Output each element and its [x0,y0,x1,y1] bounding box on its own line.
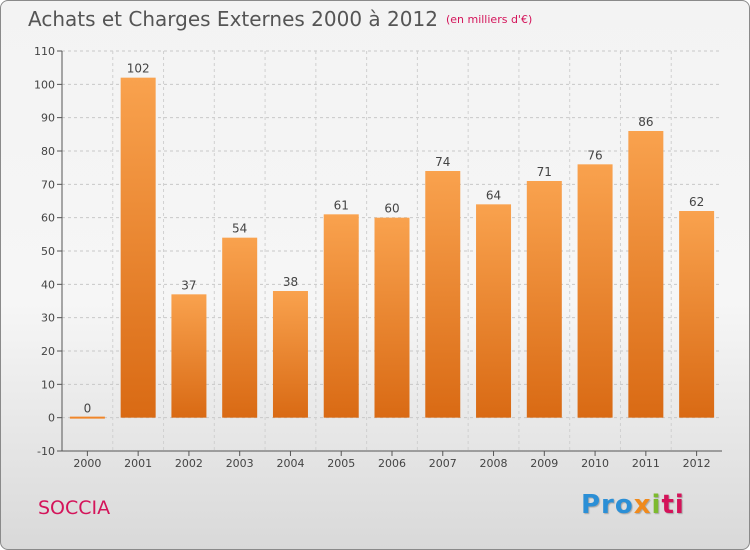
chart-title: Achats et Charges Externes 2000 à 2012 (e… [28,7,532,31]
bar-value-label: 37 [181,278,196,292]
bar [272,291,308,418]
bar-value-label: 62 [689,195,704,209]
chart-subtitle: (en milliers d'€) [445,13,533,26]
logo-part-3: i [651,490,662,520]
y-tick-label: 30 [41,312,55,325]
x-tick-label: 2006 [378,457,406,470]
logo-part-1: Pro [581,490,634,520]
y-tick-label: 60 [41,212,55,225]
bar-value-label: 64 [486,188,501,202]
y-tick-label: 40 [41,278,55,291]
bar-value-label: 76 [587,148,602,162]
axes [57,50,722,456]
bar-value-label: 0 [84,402,92,416]
title-text: Achats et Charges Externes 2000 à 2012 [28,7,438,31]
y-tick-label: 0 [48,412,55,425]
x-tick-label: 2002 [175,457,203,470]
y-tick-label: 70 [41,178,55,191]
location-label: SOCCIA [38,497,111,519]
bar [425,171,461,418]
bar-value-label: 60 [384,202,399,216]
bar-value-label: 54 [232,222,247,236]
x-tick-label: 2009 [530,457,558,470]
x-tick-label: 2001 [124,457,152,470]
bar [120,77,156,418]
x-tick-label: 2005 [327,457,355,470]
bar [374,217,410,418]
bar-value-label: 74 [435,155,450,169]
y-tick-label: 100 [34,78,55,91]
bar-value-label: 86 [638,115,653,129]
proxiti-logo: Proxiti [581,490,685,520]
bar-value-label: 38 [283,275,298,289]
labels: -10 0 10 20 30 40 50 60 70 80 90 100 110 0 2000 102 2001… [34,45,711,470]
bars [69,77,715,419]
x-tick-label: 2000 [73,457,101,470]
bar-value-label: 61 [334,198,349,212]
x-tick-label: 2004 [276,457,304,470]
y-tick-label: 110 [34,45,55,58]
x-tick-label: 2003 [226,457,254,470]
y-tick-label: 10 [41,378,55,391]
bar-value-label: 71 [537,165,552,179]
y-tick-label: 90 [41,112,55,125]
bar [526,181,562,418]
y-tick-label: 20 [41,345,55,358]
logo-part-2: x [633,490,652,520]
y-tick-label: -10 [37,445,55,458]
x-tick-label: 2011 [632,457,660,470]
x-tick-label: 2007 [429,457,457,470]
bar [222,237,258,418]
bar [476,204,512,418]
bar [679,211,715,418]
y-tick-label: 50 [41,245,55,258]
bar [171,294,207,418]
bar-value-label: 102 [127,62,150,76]
bar [577,164,613,418]
x-tick-label: 2012 [683,457,711,470]
x-tick-label: 2010 [581,457,609,470]
bar [323,214,359,418]
y-tick-label: 80 [41,145,55,158]
logo-part-4: ti [661,490,685,520]
x-tick-label: 2008 [480,457,508,470]
bar [628,131,664,418]
